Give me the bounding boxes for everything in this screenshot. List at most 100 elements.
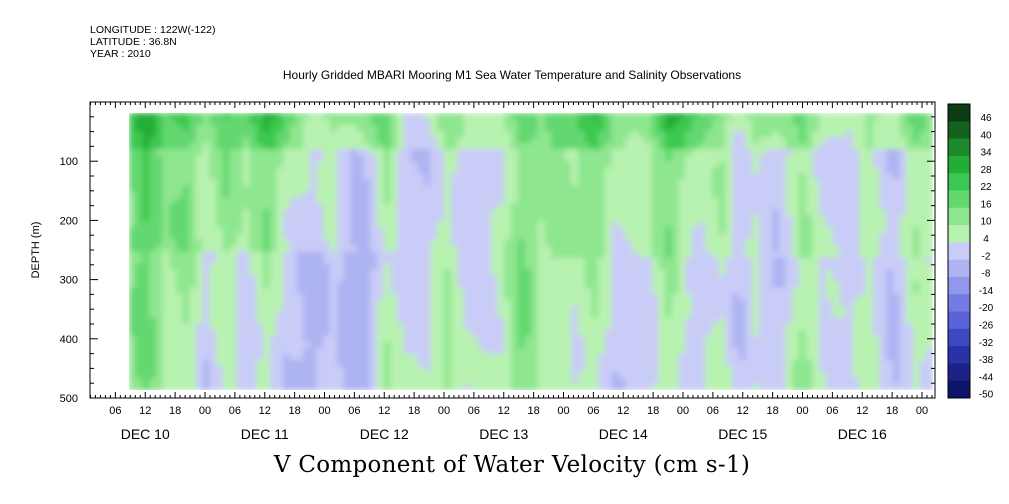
- heatmap-cell: [819, 305, 827, 313]
- heatmap-cell: [330, 383, 338, 390]
- heatmap-cell: [350, 305, 358, 313]
- heatmap-cell: [504, 377, 512, 385]
- heatmap-cell: [330, 305, 338, 313]
- heatmap-cell: [611, 263, 619, 271]
- heatmap-cell: [430, 191, 438, 198]
- heatmap-cell: [437, 251, 445, 259]
- heatmap-cell: [517, 197, 525, 204]
- heatmap-cell: [216, 251, 224, 259]
- heatmap-cell: [825, 371, 834, 379]
- heatmap-cell: [189, 167, 197, 174]
- heatmap-cell: [644, 209, 653, 216]
- heatmap-cell: [263, 191, 271, 198]
- heatmap-cell: [410, 299, 418, 307]
- heatmap-cell: [397, 191, 405, 198]
- heatmap-cell: [745, 377, 753, 385]
- heatmap-cell: [363, 287, 371, 295]
- heatmap-cell: [685, 281, 693, 289]
- heatmap-cell: [169, 347, 177, 355]
- heatmap-cell: [812, 383, 820, 390]
- heatmap-cell: [497, 221, 505, 229]
- heatmap-cell: [149, 335, 157, 343]
- heatmap-cell: [443, 239, 452, 247]
- heatmap-cell: [685, 203, 693, 210]
- heatmap-cell: [370, 245, 378, 253]
- heatmap-cell: [263, 119, 271, 126]
- heatmap-cell: [216, 269, 224, 277]
- heatmap-cell: [236, 311, 244, 319]
- heatmap-cell: [135, 239, 143, 247]
- heatmap-cell: [236, 179, 244, 186]
- heatmap-cell: [443, 167, 452, 174]
- heatmap-cell: [644, 245, 653, 253]
- heatmap-cell: [477, 119, 485, 126]
- heatmap-cell: [557, 341, 566, 349]
- heatmap-cell: [658, 179, 666, 186]
- heatmap-cell: [778, 245, 787, 253]
- heatmap-cell: [196, 329, 204, 337]
- heatmap-cell: [564, 353, 572, 361]
- heatmap-cell: [644, 305, 653, 313]
- heatmap-cell: [209, 335, 217, 343]
- heatmap-cell: [242, 245, 251, 253]
- heatmap-cell: [356, 317, 365, 325]
- heatmap-cell: [316, 347, 324, 355]
- heatmap-cell: [584, 155, 592, 162]
- heatmap-cell: [725, 155, 733, 162]
- heatmap-cell: [551, 305, 559, 313]
- heatmap-cell: [819, 155, 827, 162]
- heatmap-cell: [182, 341, 190, 349]
- heatmap-cell: [209, 155, 217, 162]
- heatmap-cell: [129, 275, 137, 283]
- heatmap-cell: [303, 209, 311, 216]
- heatmap-cell: [544, 329, 552, 337]
- heatmap-cell: [202, 383, 210, 390]
- heatmap-cell: [517, 131, 525, 138]
- heatmap-cell: [410, 245, 418, 253]
- heatmap-cell: [149, 263, 157, 271]
- heatmap-cell: [651, 221, 659, 229]
- heatmap-cell: [443, 341, 452, 349]
- heatmap-cell: [336, 125, 344, 132]
- heatmap-cell: [772, 227, 780, 235]
- heatmap-cell: [577, 251, 586, 259]
- heatmap-cell: [216, 347, 224, 355]
- heatmap-cell: [711, 377, 720, 385]
- heatmap-cell: [410, 347, 418, 355]
- heatmap-cell: [678, 353, 686, 361]
- heatmap-cell: [839, 365, 847, 373]
- heatmap-cell: [370, 377, 378, 385]
- heatmap-cell: [618, 113, 626, 120]
- heatmap-cell: [249, 221, 257, 229]
- heatmap-cell: [772, 149, 780, 156]
- heatmap-cell: [443, 173, 452, 180]
- heatmap-cell: [832, 299, 840, 307]
- heatmap-cell: [222, 251, 231, 259]
- heatmap-cell: [350, 161, 358, 168]
- heatmap-cell: [832, 353, 840, 361]
- heatmap-cell: [799, 263, 807, 271]
- heatmap-cell: [839, 131, 847, 138]
- heatmap-cell: [289, 155, 298, 162]
- heatmap-cell: [350, 263, 358, 271]
- heatmap-cell: [497, 323, 505, 331]
- heatmap-cell: [443, 233, 452, 241]
- heatmap-cell: [323, 233, 331, 241]
- heatmap-cell: [598, 281, 606, 289]
- heatmap-cell: [792, 323, 800, 331]
- heatmap-cell: [678, 167, 686, 174]
- heatmap-cell: [725, 143, 733, 150]
- heatmap-cell: [571, 317, 579, 325]
- heatmap-cell: [289, 257, 298, 265]
- heatmap-cell: [256, 143, 264, 150]
- heatmap-cell: [758, 221, 767, 229]
- heatmap-cell: [316, 293, 324, 301]
- heatmap-cell: [718, 227, 726, 235]
- heatmap-cell: [155, 245, 164, 253]
- heatmap-cell: [450, 287, 458, 295]
- heatmap-cell: [343, 167, 351, 174]
- heatmap-cell: [557, 179, 566, 186]
- heatmap-cell: [665, 269, 673, 277]
- heatmap-cell: [470, 359, 478, 367]
- heatmap-cell: [758, 161, 767, 168]
